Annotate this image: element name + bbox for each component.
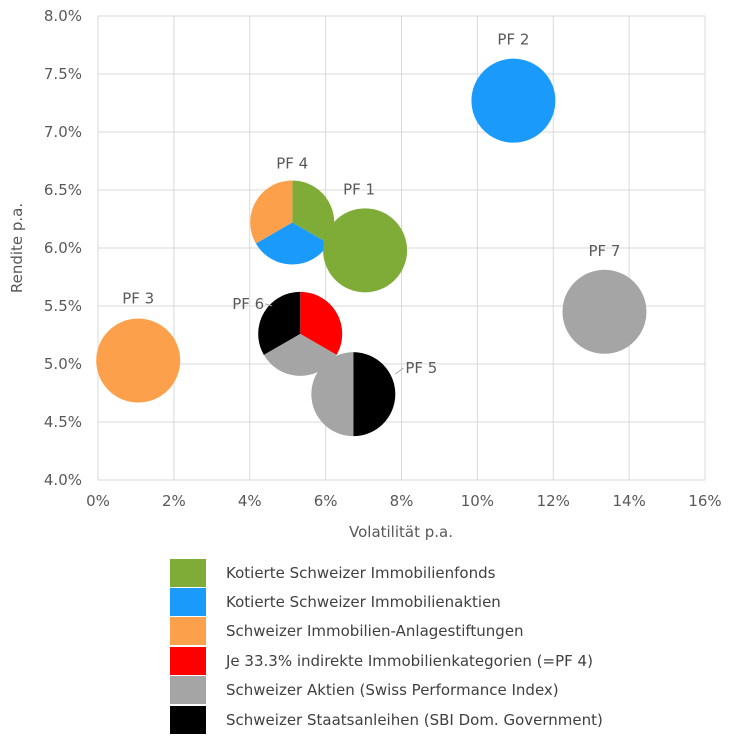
legend-item: Kotierte Schweizer Immobilienaktien (170, 587, 603, 617)
label-leader-line (265, 303, 273, 307)
legend-label: Kotierte Schweizer Immobilienfonds (226, 563, 496, 582)
legend-item: Schweizer Aktien (Swiss Performance Inde… (170, 676, 603, 705)
legend-label: Kotierte Schweizer Immobilienaktien (226, 593, 501, 612)
pie-slice (292, 180, 335, 244)
y-tick-label: 7.5% (44, 65, 82, 83)
x-tick-label: 16% (688, 492, 721, 510)
bubble-label: PF 5 (405, 359, 437, 377)
pie-slice (353, 352, 396, 437)
y-tick-label: 7.0% (44, 123, 82, 141)
x-tick-label: 12% (537, 492, 570, 510)
pie-slice (263, 333, 337, 376)
bubble-label: PF 4 (276, 154, 308, 172)
bubble-label: PF 2 (497, 31, 529, 49)
x-tick-label: 10% (461, 492, 494, 510)
bubble-label: PF 1 (343, 180, 375, 198)
pie-slice (255, 222, 329, 265)
bubble-pf3: PF 3 (96, 290, 181, 403)
bubble-pf6: PF 6 (232, 291, 343, 376)
pie-slice (471, 58, 556, 143)
pie-slice (258, 291, 301, 355)
pie-slice (311, 352, 354, 437)
x-tick-label: 2% (162, 492, 186, 510)
legend-label: Je 33.3% indirekte Immobilienkategorien … (226, 651, 593, 670)
x-tick-label: 14% (612, 492, 645, 510)
legend-item: Kotierte Schweizer Immobilienfonds (170, 558, 603, 587)
y-tick-label: 6.0% (44, 239, 82, 257)
pie-slice (300, 291, 343, 355)
legend-swatch (170, 558, 206, 587)
bubble-pf4: PF 4 (250, 154, 335, 265)
legend: Kotierte Schweizer Immobilienfonds Kotie… (170, 558, 603, 734)
bubble-pf1: PF 1 (323, 180, 408, 293)
y-tick-label: 5.5% (44, 297, 82, 315)
legend-item: Schweizer Staatsanleihen (SBI Dom. Gover… (170, 705, 603, 734)
legend-item: Je 33.3% indirekte Immobilienkategorien … (170, 646, 603, 675)
legend-swatch (170, 705, 206, 734)
pie-slice (250, 180, 293, 244)
bubble-pf2: PF 2 (471, 31, 556, 143)
bubble-label: PF 3 (122, 290, 154, 308)
y-tick-label: 6.5% (44, 181, 82, 199)
pie-slice (96, 318, 181, 403)
legend-item: Schweizer Immobilien-Anlagestiftungen (170, 617, 603, 646)
x-axis-label: Volatilität p.a. (349, 523, 453, 541)
pie-slice (562, 269, 647, 354)
bubble-pf5: PF 5 (311, 352, 437, 437)
legend-label: Schweizer Aktien (Swiss Performance Inde… (226, 681, 559, 700)
y-axis-label: Rendite p.a. (8, 203, 26, 293)
legend-swatch (170, 646, 206, 675)
y-tick-label: 4.0% (44, 471, 82, 489)
pie-slice (323, 208, 408, 293)
x-tick-label: 4% (238, 492, 262, 510)
label-leader-line (395, 367, 404, 375)
legend-swatch (170, 676, 206, 705)
bubble-label: PF 6 (232, 295, 264, 313)
legend-swatch (170, 617, 206, 646)
legend-label: Schweizer Immobilien-Anlagestiftungen (226, 622, 524, 641)
bubble-label: PF 7 (588, 242, 620, 260)
y-tick-label: 8.0% (44, 7, 82, 25)
y-tick-label: 5.0% (44, 355, 82, 373)
x-tick-label: 8% (390, 492, 414, 510)
x-tick-label: 0% (86, 492, 110, 510)
legend-label: Schweizer Staatsanleihen (SBI Dom. Gover… (226, 710, 603, 729)
y-tick-label: 4.5% (44, 413, 82, 431)
bubble-chart: 0% 2% 4% 6% 8% 10% 12% 14% 16% 4.0% 4.5% 5.0% 5.5% 6.… (8, 7, 722, 541)
legend-swatch (170, 588, 206, 617)
bubble-pf7: PF 7 (562, 242, 647, 354)
x-tick-label: 6% (314, 492, 338, 510)
